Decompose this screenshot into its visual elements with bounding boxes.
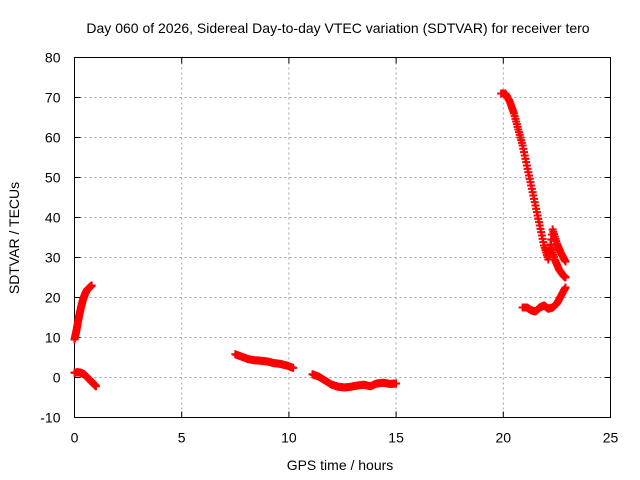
series-arc-1 — [70, 281, 96, 344]
series-arc-6 — [546, 241, 570, 282]
y-tick-label: 50 — [45, 170, 61, 186]
x-tick-label: 5 — [178, 430, 186, 446]
data-point — [91, 382, 100, 391]
y-tick-label: 20 — [45, 290, 61, 306]
y-tick-label: 80 — [45, 50, 61, 66]
y-tick-label: -10 — [40, 410, 60, 426]
x-tick-label: 25 — [603, 430, 619, 446]
data-point — [561, 273, 570, 282]
grid-lines — [74, 57, 611, 418]
y-tick-label: 30 — [45, 250, 61, 266]
data-point — [392, 379, 401, 388]
series-arc-4 — [308, 370, 401, 392]
series-arc-3 — [231, 350, 298, 372]
y-tick-label: 0 — [53, 370, 61, 386]
y-tick-label: 70 — [45, 90, 61, 106]
data-point — [561, 257, 570, 266]
chart-title: Day 060 of 2026, Sidereal Day-to-day VTE… — [86, 20, 589, 36]
x-axis-label: GPS time / hours — [287, 457, 394, 473]
data-point — [289, 363, 298, 372]
y-axis-label: SDTVAR / TECUs — [6, 182, 22, 294]
axis-ticks: 0 5 10 15 20 25 -10 0 10 20 30 40 50 60 70 80 — [40, 50, 618, 446]
plot-frame — [74, 57, 611, 418]
x-tick-label: 0 — [71, 430, 79, 446]
x-tick-label: 10 — [281, 430, 297, 446]
x-tick-label: 20 — [496, 430, 512, 446]
y-tick-label: 60 — [45, 130, 61, 146]
data-points — [70, 89, 570, 392]
y-tick-label: 40 — [45, 210, 61, 226]
series-arc-7 — [518, 283, 570, 316]
y-tick-label: 10 — [45, 330, 61, 346]
data-point — [87, 281, 96, 290]
x-tick-label: 15 — [388, 430, 404, 446]
series-arc-5 — [497, 89, 570, 266]
series-arc-2 — [70, 368, 100, 391]
data-point — [561, 283, 570, 292]
